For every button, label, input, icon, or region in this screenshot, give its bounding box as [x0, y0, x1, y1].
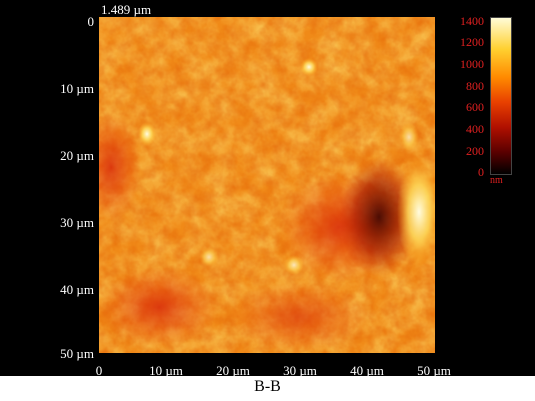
y-tick-label: 10 µm	[60, 81, 94, 96]
colorbar-tick-label: 200	[466, 144, 484, 158]
color-scale-bar	[490, 17, 512, 175]
x-tick-label: 20 µm	[216, 363, 250, 378]
height-range-label: 1.489 µm	[101, 2, 152, 17]
x-tick-label: 30 µm	[283, 363, 317, 378]
y-tick-label: 30 µm	[60, 215, 94, 230]
colorbar-tick-label: 1200	[460, 35, 484, 49]
figure-panel: 1.489 µm 0 10 µm 20 µm 30 µm 40 µm 50 µm…	[0, 0, 535, 378]
y-tick-label: 0	[87, 14, 95, 29]
y-tick-label: 50 µm	[60, 346, 94, 361]
colorbar-tick-label: 800	[466, 79, 484, 93]
colorbar-tick-label: 1000	[460, 57, 484, 71]
x-tick-label: 50 µm	[417, 363, 451, 378]
colorbar-unit-label: nm	[490, 175, 503, 186]
colorbar-tick-label: 600	[466, 100, 484, 114]
colorbar-tick-label: 0	[478, 165, 484, 179]
figure-caption: B-B	[254, 378, 281, 395]
colorbar-tick-label: 1400	[460, 14, 484, 28]
colorbar-tick-label: 400	[466, 122, 484, 136]
afm-height-map	[99, 17, 435, 353]
x-tick-label: 0	[95, 363, 103, 378]
x-tick-label: 40 µm	[350, 363, 384, 378]
y-tick-label: 20 µm	[60, 148, 94, 163]
y-tick-label: 40 µm	[60, 282, 94, 297]
x-tick-label: 10 µm	[149, 363, 183, 378]
